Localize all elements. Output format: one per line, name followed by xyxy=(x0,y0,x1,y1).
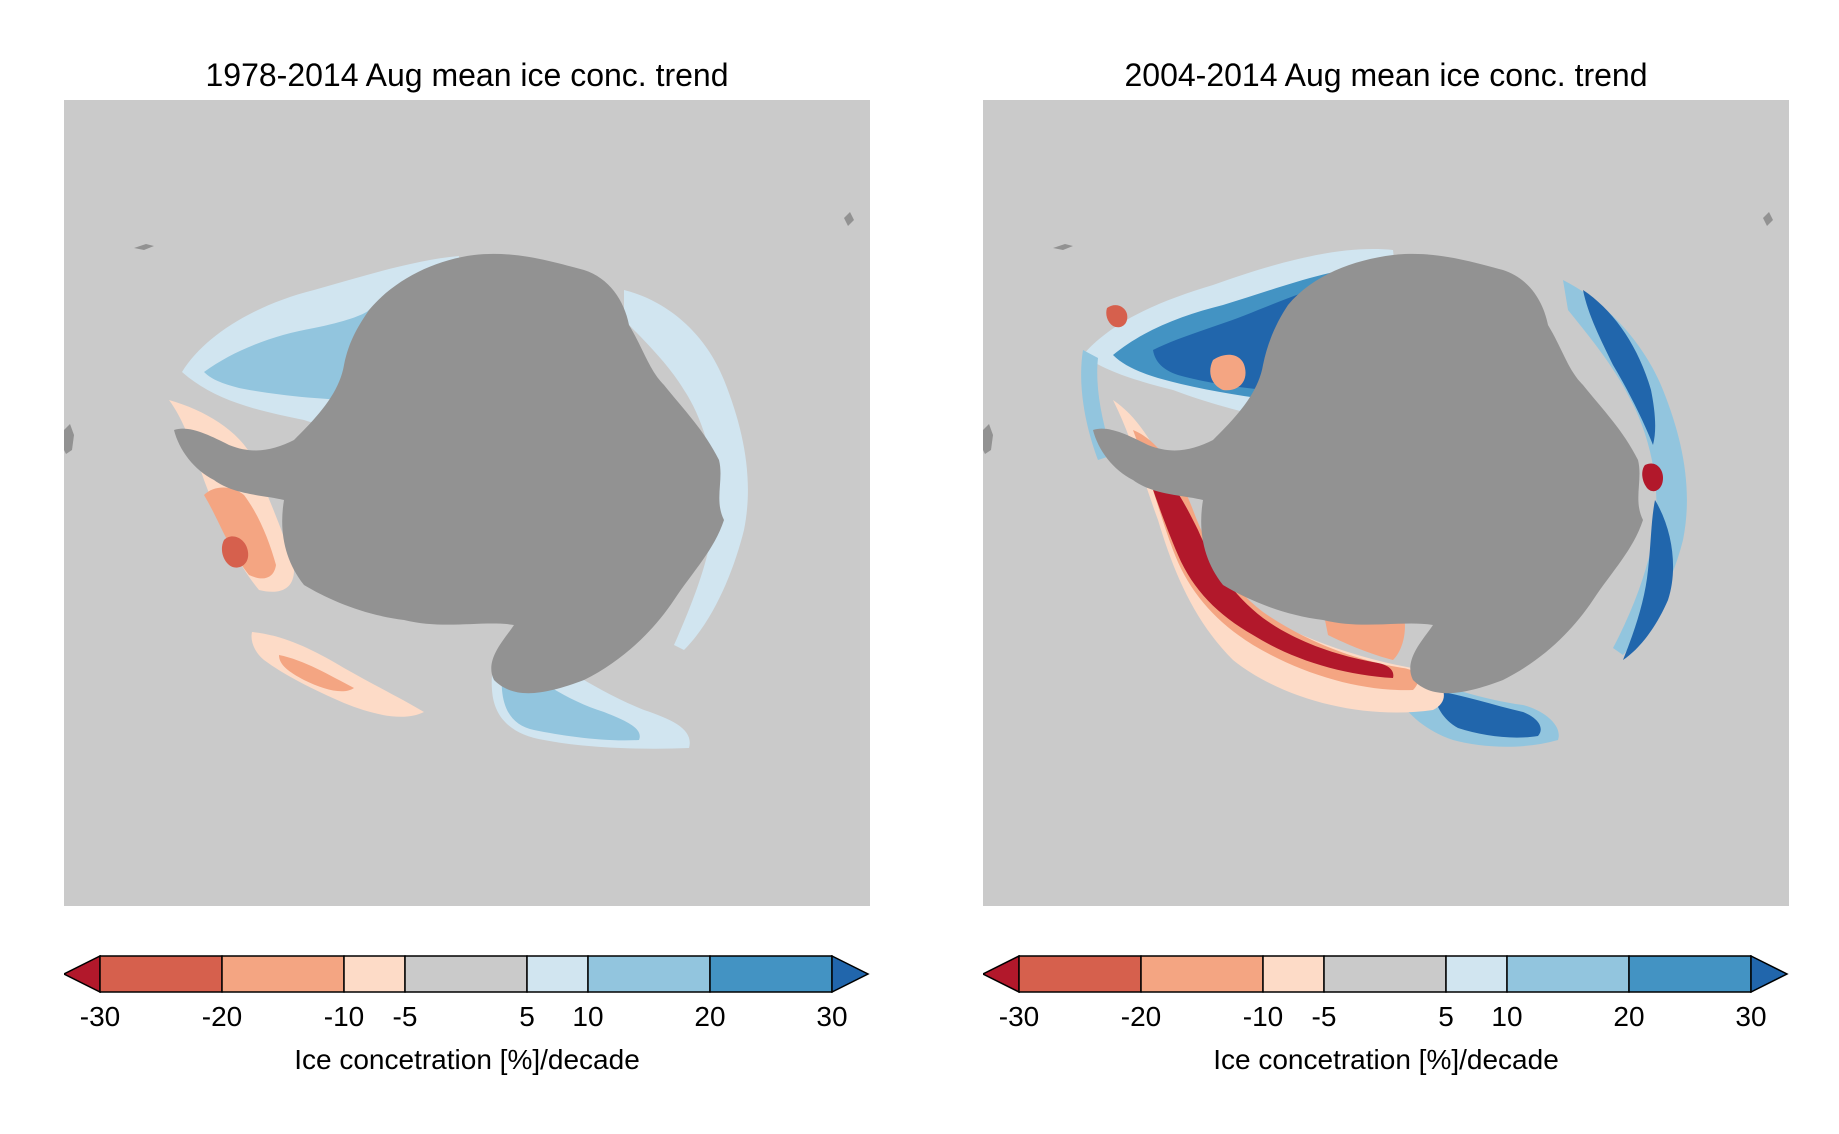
ice-trend-positive-east-core xyxy=(1623,500,1674,660)
map-2004-2014 xyxy=(983,100,1789,906)
colorbar-tick-label: -20 xyxy=(201,1001,243,1032)
panel-1978-2014: 1978-2014 Aug mean ice conc. trend -30 -… xyxy=(0,0,900,1134)
colorbar-tick-label: -5 xyxy=(1311,1001,1337,1032)
map-1978-2014 xyxy=(64,100,870,906)
colorbar-bin xyxy=(404,955,528,993)
colorbar-title: Ice concetration [%]/decade xyxy=(1213,1044,1559,1075)
colorbar-bin xyxy=(1262,955,1325,993)
colorbar-tick-label: 5 xyxy=(519,1001,535,1032)
ice-trend-positive-ross-sea-core xyxy=(204,310,369,400)
colorbar-title: Ice concetration [%]/decade xyxy=(294,1044,640,1075)
ice-trend-positive-indian-ocean xyxy=(624,290,748,650)
colorbar-tick-label: -30 xyxy=(79,1001,121,1032)
island-left-edge xyxy=(64,424,74,454)
panel-2004-2014: 2004-2014 Aug mean ice conc. trend xyxy=(919,0,1819,1134)
island-top-right xyxy=(844,212,854,226)
ice-trend-negative-small-patch xyxy=(1106,305,1128,328)
colorbar-bin xyxy=(221,955,345,993)
colorbar-over-arrow xyxy=(831,955,870,993)
ice-trend-negative-east-peak xyxy=(1642,463,1663,492)
colorbar-tick-label: 10 xyxy=(1491,1001,1523,1032)
colorbar-tick-label: 20 xyxy=(694,1001,726,1032)
colorbar-tick-label: 10 xyxy=(572,1001,604,1032)
colorbar xyxy=(64,955,870,993)
colorbar xyxy=(983,955,1789,993)
colorbar-bin xyxy=(526,955,589,993)
ice-trend-negative-north-cluster xyxy=(1210,354,1246,391)
colorbar-bin xyxy=(99,955,223,993)
colorbar-bin xyxy=(1323,955,1447,993)
colorbar-tick-label: 20 xyxy=(1613,1001,1645,1032)
ice-trend-negative-amundsen-core xyxy=(204,487,276,579)
island-top-right xyxy=(1763,212,1773,226)
colorbar-under-arrow xyxy=(983,955,1020,993)
colorbar-bin xyxy=(343,955,406,993)
colorbar-tick-label: 5 xyxy=(1438,1001,1454,1032)
colorbar-bin xyxy=(587,955,711,993)
colorbar-tick-label: 30 xyxy=(1735,1001,1767,1032)
map-title: 2004-2014 Aug mean ice conc. trend xyxy=(1124,57,1648,93)
colorbar-tick-label: -5 xyxy=(392,1001,418,1032)
ice-trend-positive-weddell-core xyxy=(1433,690,1541,738)
ice-trend-negative-amundsen-peak xyxy=(221,536,249,568)
colorbar-tick-label: -10 xyxy=(323,1001,365,1032)
island-top-left xyxy=(134,244,154,250)
colorbar-under-arrow xyxy=(64,955,101,993)
colorbar-bin xyxy=(1140,955,1264,993)
colorbar-bin xyxy=(1445,955,1508,993)
map-title: 1978-2014 Aug mean ice conc. trend xyxy=(205,57,729,93)
ice-trend-positive-indian-ocean-core xyxy=(1583,290,1656,445)
colorbar-tick-label: -30 xyxy=(998,1001,1040,1032)
colorbar-bin xyxy=(1506,955,1630,993)
colorbar-bin xyxy=(1628,955,1752,993)
ice-trend-negative-bellingshausen-core xyxy=(279,655,354,692)
colorbar-bin xyxy=(1018,955,1142,993)
colorbar-tick-label: -10 xyxy=(1242,1001,1284,1032)
colorbar-tick-label: 30 xyxy=(816,1001,848,1032)
antarctica-landmass xyxy=(1093,253,1643,694)
colorbar-bin xyxy=(709,955,833,993)
colorbar-over-arrow xyxy=(1750,955,1789,993)
colorbar-tick-label: -20 xyxy=(1120,1001,1162,1032)
island-left-edge xyxy=(983,424,993,454)
ice-trend-negative-bellingshausen xyxy=(251,632,424,717)
island-top-left xyxy=(1053,244,1073,250)
antarctica-landmass xyxy=(174,253,724,694)
